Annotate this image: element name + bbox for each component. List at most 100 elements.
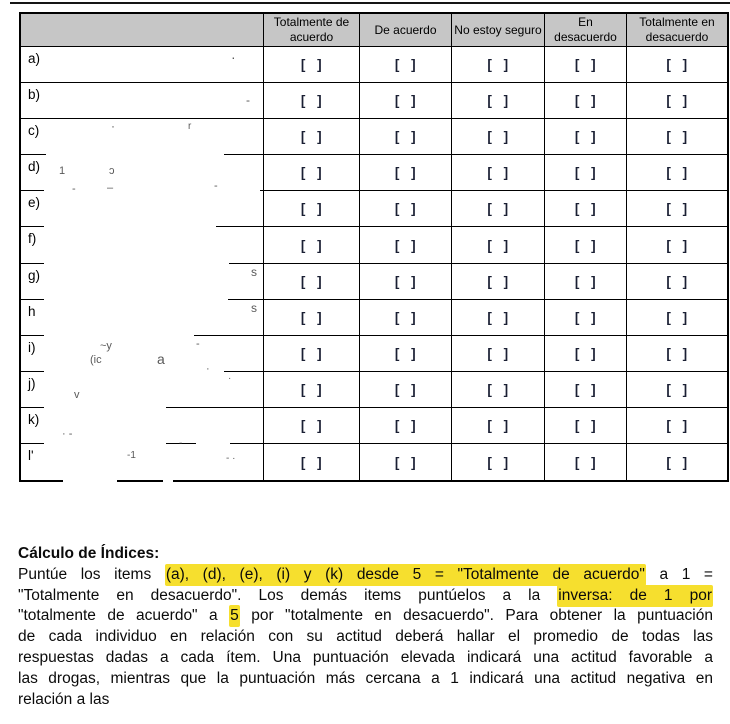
row-label: i) [21,335,264,372]
checkbox-cell: [ ] [264,299,360,336]
checkbox-cell: [ ] [264,371,360,408]
text-segment: relación a las [18,690,110,708]
checkbox-cell: [ ] [360,47,452,84]
checkbox-cell: [ ] [452,191,545,228]
checkbox-cell: [ ] [360,407,452,445]
header-totalmente-de-acuerdo: Totalmente de acuerdo [264,14,360,47]
highlighted-text: (a), (d), (e), (i) y (k) desde 5 = "Tota… [164,563,646,586]
checkbox-cell: [ ] [452,47,545,84]
row-label: b) [21,83,264,120]
checkbox-cell: [ ] [627,264,727,300]
notes-title: Cálculo de Índices: [18,545,160,562]
checkbox-cell: [ ] [264,407,360,445]
row-label: c) [21,119,264,156]
row-label: l' [21,444,264,481]
checkbox-cell: [ ] [264,155,360,192]
checkbox-cell: [ ] [666,454,688,470]
row-label: k) [21,407,264,445]
checkbox-cell: [ ] [264,335,360,372]
text-segment: por "totalmente en desacuerdo". Para obt… [239,607,713,625]
checkbox-cell: [ ] [264,47,360,84]
text-segment: a 1 = [645,565,713,583]
scoring-notes: Cálculo de Índices: Puntúe los items (a)… [18,544,713,710]
checkbox-cell: [ ] [627,372,727,408]
checkbox-cell: [ ] [452,444,545,481]
checkbox-cell: [ ] [545,444,627,481]
checkbox-cell: [ ] [545,155,627,192]
notes-paragraph: Puntúe los items (a), (d), (e), (i) y (k… [18,563,713,711]
checkbox-cell: [ ] [545,263,627,300]
item-column-header [21,14,264,47]
checkbox-cell: [ ] [360,371,452,408]
checkbox-cell: [ ] [545,407,627,445]
checkbox-cell: [ ] [452,83,545,120]
checkbox-cell: [ ] [360,119,452,156]
checkbox-cell: [ ] [360,263,452,300]
row-label: d) [21,155,264,192]
notes-line: de cada individuo en relación con su act… [18,627,713,648]
checkbox-cell: [ ] [627,408,727,445]
checkbox-cell: [ ] [627,83,727,120]
checkbox-cell: [ ] [452,227,545,264]
checkbox-cell: [ ] [627,119,727,156]
checkbox-cell: [ ] [545,227,627,264]
row-label: f) [21,227,264,264]
checkbox-cell: [ ] [264,444,360,481]
highlighted-text: inversa: de 1 por [557,584,713,607]
text-segment: Puntúe los items [18,565,165,583]
checkbox-cell: [ ] [452,155,545,192]
checkbox-cell: [ ] [264,119,360,156]
notes-line: "totalmente de acuerdo" a 5 por "totalme… [18,605,713,628]
checkbox-cell: [ ] [264,191,360,228]
text-segment: respuestas dadas a cada ítem. Una puntua… [18,648,713,666]
header-no-estoy-seguro: No estoy seguro [452,14,545,47]
checkbox-cell: [ ] [627,155,727,192]
checkbox-cell: [ ] [452,407,545,445]
checkbox-cell: [ ] [545,335,627,372]
checkbox-cell: [ ] [545,299,627,336]
checkbox-cell: [ ] [627,191,727,228]
checkbox-cell: [ ] [360,227,452,264]
checkbox-cell: [ ] [452,299,545,336]
row-label: e) [21,191,264,228]
checkbox-cell: [ ] [360,83,452,120]
checkbox-cell: [ ] [545,191,627,228]
text-segment: "totalmente de acuerdo" a [18,607,230,625]
text-segment: de cada individuo en relación con su act… [18,628,713,646]
checkbox-cell: [ ] [360,444,452,481]
text-segment: las drogas, mientras que la puntuación m… [18,669,713,687]
notes-line: relación a las [18,690,713,711]
text-segment: "Totalmente en desacuerdo". Los demás it… [18,586,558,604]
checkbox-cell: [ ] [452,263,545,300]
notes-line: Puntúe los items (a), (d), (e), (i) y (k… [18,563,713,586]
header-en-desacuerdo: En desacuerdo [545,14,627,47]
checkbox-cell: [ ] [360,191,452,228]
header-de-acuerdo: De acuerdo [360,14,452,47]
checkbox-cell: [ ] [264,227,360,264]
checkbox-cell: [ ] [452,335,545,372]
checkbox-cell: [ ] [452,371,545,408]
checkbox-cell: [ ] [264,83,360,120]
checkbox-cell: [ ] [545,83,627,120]
checkbox-cell: [ ] [545,371,627,408]
highlighted-text: 5 [229,605,240,628]
row-label: g) [21,263,264,300]
checkbox-cell: [ ] [627,300,727,336]
checkbox-cell: [ ] [360,155,452,192]
row-label: h [21,299,264,336]
checkbox-cell: [ ] [545,119,627,156]
notes-line: "Totalmente en desacuerdo". Los demás it… [18,584,713,607]
notes-line: las drogas, mientras que la puntuación m… [18,669,713,690]
checkbox-cell: [ ] [627,47,727,84]
checkbox-cell: [ ] [360,335,452,372]
checkbox-cell: [ ] [452,119,545,156]
checkbox-cell: [ ] [627,336,727,372]
checkbox-cell: [ ] [264,263,360,300]
row-label: a) [21,47,264,84]
response-table: Totalmente de acuerdo De acuerdo No esto… [19,12,729,483]
top-rule [10,2,730,4]
notes-line: respuestas dadas a cada ítem. Una puntua… [18,648,713,669]
checkbox-cell: [ ] [545,47,627,84]
row-label: j) [21,371,264,408]
